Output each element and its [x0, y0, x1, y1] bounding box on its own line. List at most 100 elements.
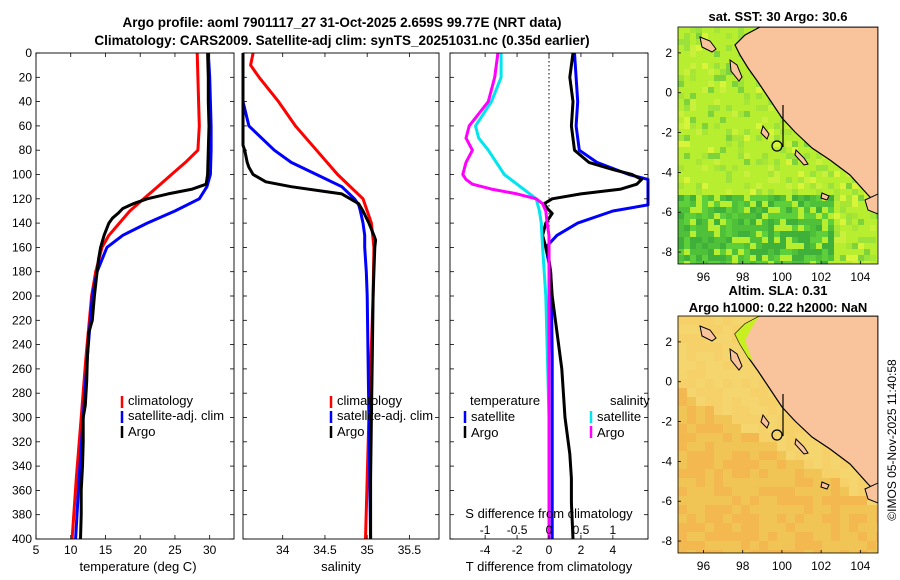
sla-cell — [678, 487, 687, 496]
sst-cell — [810, 249, 816, 255]
sla-cell — [768, 397, 777, 406]
sst-cell — [690, 225, 696, 231]
sst-cell — [720, 69, 726, 75]
sla-cell — [777, 514, 786, 523]
sla-cell — [687, 514, 696, 523]
sla-map-title-line1: Altim. SLA: 0.31 — [729, 283, 828, 298]
sla-cell — [678, 532, 687, 541]
sst-cell — [768, 177, 774, 183]
sst-cell — [816, 165, 822, 171]
sla-cell — [732, 334, 741, 343]
differences-panel: -4 -2 0 2 4 -1 -0.5 0 0.5 1 — [449, 52, 650, 557]
sst-cell — [846, 195, 852, 201]
sla-cell — [813, 496, 822, 505]
sst-cell — [702, 219, 708, 225]
sst-cell — [846, 243, 852, 249]
sst-cell — [768, 255, 774, 261]
sla-cell — [822, 469, 831, 478]
sla-cell — [687, 343, 696, 352]
sla-cell — [750, 433, 759, 442]
sst-cell — [726, 243, 732, 249]
sla-cell — [786, 514, 795, 523]
y-tick-label: 80 — [19, 143, 33, 157]
x-tick-label: 15 — [99, 543, 113, 557]
sla-cell — [687, 496, 696, 505]
sla-cell — [795, 433, 804, 442]
sst-cell — [738, 111, 744, 117]
y-tick-label: 220 — [12, 313, 32, 327]
sla-cell — [795, 541, 804, 550]
sst-cell — [798, 237, 804, 243]
sst-cell — [702, 261, 708, 264]
sst-cell — [738, 87, 744, 93]
sla-cell — [714, 415, 723, 424]
figure-title-line2: Climatology: CARS2009. Satellite-adj cli… — [94, 33, 589, 48]
sst-cell — [768, 105, 774, 111]
sst-cell — [750, 231, 756, 237]
sst-cell — [720, 243, 726, 249]
sst-cell — [726, 237, 732, 243]
sla-cell — [858, 505, 867, 514]
sst-cell — [732, 225, 738, 231]
sla-cell — [831, 460, 840, 469]
sla-cell — [696, 352, 705, 361]
sla-cell — [696, 334, 705, 343]
sst-cell — [798, 195, 804, 201]
sla-cell — [714, 379, 723, 388]
sst-cell — [744, 111, 750, 117]
sla-cell — [750, 370, 759, 379]
sst-cell — [678, 183, 684, 189]
sst-cell — [768, 231, 774, 237]
sst-cell — [786, 207, 792, 213]
sst-cell — [714, 99, 720, 105]
sla-cell — [777, 478, 786, 487]
sla-cell — [867, 541, 876, 550]
y-tick-label: -8 — [661, 245, 672, 259]
sst-cell — [732, 165, 738, 171]
sla-cell — [741, 370, 750, 379]
x-tick-label: 96 — [697, 559, 711, 573]
sst-cell — [810, 213, 816, 219]
sst-cell — [786, 129, 792, 135]
sla-cell — [750, 550, 759, 553]
sst-cell — [870, 237, 876, 243]
sst-cell — [714, 255, 720, 261]
sst-cell — [714, 153, 720, 159]
sla-cell — [759, 388, 768, 397]
sla-cell — [831, 469, 840, 478]
sst-cell — [768, 189, 774, 195]
sst-cell — [726, 231, 732, 237]
sla-cell — [777, 406, 786, 415]
sla-cell — [768, 424, 777, 433]
x-tick-label: 102 — [811, 559, 831, 573]
sla-cell — [723, 325, 732, 334]
legend-t-satellite: satellite — [471, 409, 515, 424]
sla-cell — [831, 523, 840, 532]
sst-island-sipora — [794, 148, 809, 166]
sst-cell — [840, 219, 846, 225]
sst-cell — [702, 243, 708, 249]
sla-cell — [723, 406, 732, 415]
sst-cell — [678, 135, 684, 141]
sst-cell — [708, 147, 714, 153]
sla-cell — [687, 388, 696, 397]
legend-satellite: satellite-adj. clim — [337, 408, 433, 423]
sst-cell — [738, 219, 744, 225]
y-tick-label: 200 — [12, 289, 32, 303]
sst-cell — [852, 213, 858, 219]
sst-cell — [816, 189, 822, 195]
sst-cell — [690, 261, 696, 264]
sst-cell — [696, 261, 702, 264]
sst-cell — [714, 27, 720, 33]
sst-cell — [816, 195, 822, 201]
sla-cell — [822, 496, 831, 505]
sla-cell — [777, 505, 786, 514]
sst-cell — [684, 69, 690, 75]
sst-cell — [684, 225, 690, 231]
sst-cell — [774, 123, 780, 129]
sst-cell — [774, 159, 780, 165]
sst-cell — [762, 207, 768, 213]
sst-cell — [702, 63, 708, 69]
sla-cell — [714, 316, 723, 325]
sst-cell — [708, 69, 714, 75]
